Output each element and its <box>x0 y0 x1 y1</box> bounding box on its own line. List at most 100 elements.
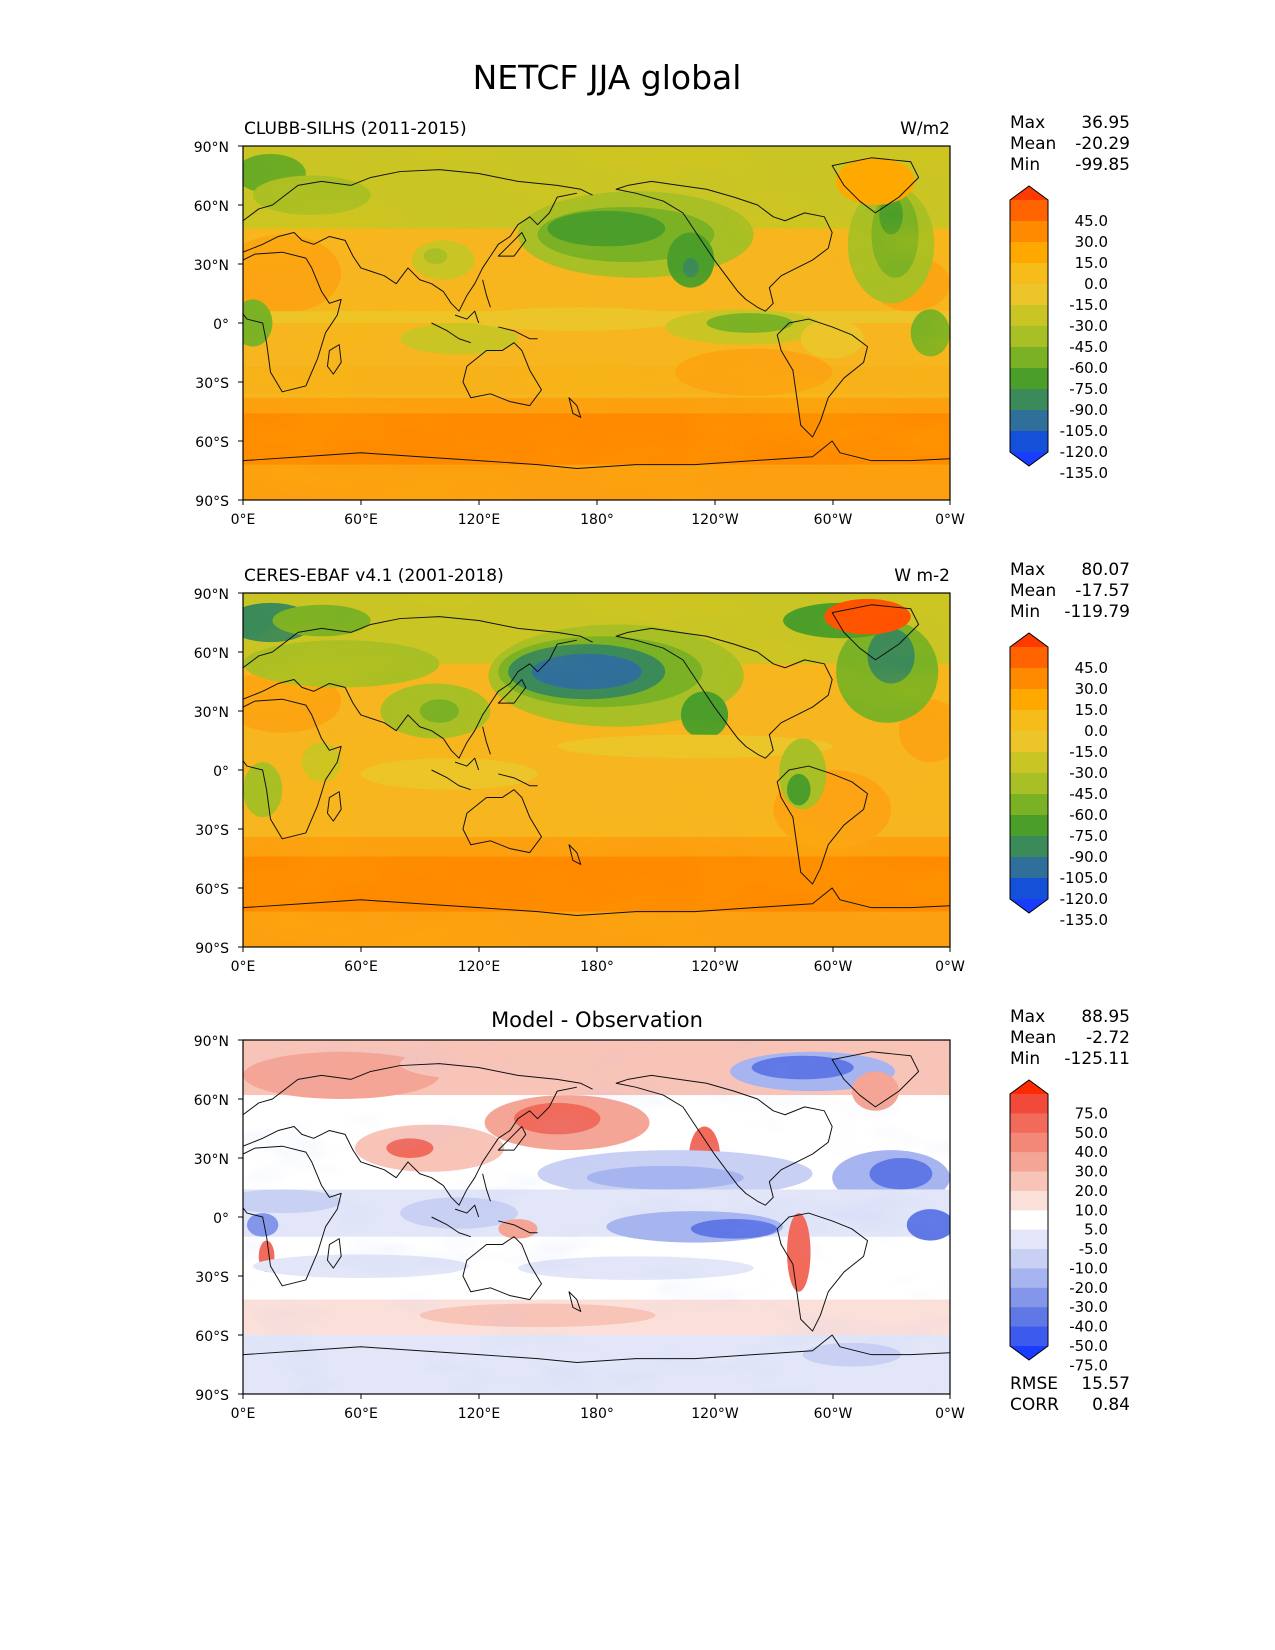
stat-min-value: -119.79 <box>1064 602 1130 622</box>
colorbar-tick-label: 15.0 <box>1075 701 1108 719</box>
colorbar-tick-label: -90.0 <box>1069 401 1108 419</box>
lat-tick: 30°N <box>194 705 229 721</box>
colorbar-tick-label: -10.0 <box>1069 1260 1108 1278</box>
colorbar-tick-label: -30.0 <box>1069 1298 1108 1316</box>
figure-title: NETCF JJA global <box>473 58 742 97</box>
lon-tick: 60°W <box>814 959 853 975</box>
colorbar-tick-label: 30.0 <box>1075 1163 1108 1181</box>
lat-tick: 60°S <box>195 1329 229 1345</box>
colorbar-segment <box>1010 647 1048 669</box>
lon-tick: 120°W <box>691 959 739 975</box>
lat-axis: 90°N 60°N 30°N 0° 30°S 60°S 90°S <box>194 1034 243 1404</box>
stat-max-value: 36.95 <box>1081 113 1130 133</box>
lat-tick: 90°S <box>195 941 229 957</box>
colorbar-tick-label: 75.0 <box>1075 1104 1108 1122</box>
colorbar-tick-label: 5.0 <box>1084 1221 1108 1239</box>
lat-tick: 0° <box>213 317 229 333</box>
colorbar-segment <box>1010 305 1048 327</box>
colorbar-segment <box>1010 1171 1048 1192</box>
colorbar-segment <box>1010 347 1048 369</box>
lon-axis: 0°E 60°E 120°E 180° 120°W 60°W 0°W <box>231 500 965 528</box>
colorbar-segment <box>1010 1132 1048 1153</box>
colorbar-segment <box>1010 368 1048 390</box>
colorbar-tick-label: 45.0 <box>1075 212 1108 230</box>
stat-min-label: Min <box>1010 602 1040 622</box>
colorbar-tick-label: 0.0 <box>1084 722 1108 740</box>
lat-tick: 30°S <box>195 376 229 392</box>
colorbar-segment <box>1010 1113 1048 1134</box>
corr-label: CORR <box>1010 1395 1059 1415</box>
stat-min-label: Min <box>1010 155 1040 175</box>
stat-mean-label: Mean <box>1010 134 1056 154</box>
colorbar-segment <box>1010 1190 1048 1211</box>
colorbar-tick-label: -45.0 <box>1069 785 1108 803</box>
colorbar-segment <box>1010 815 1048 837</box>
lon-tick: 0°W <box>935 512 965 528</box>
colorbar-extend-min <box>1010 899 1048 913</box>
colorbar-segment <box>1010 1229 1048 1250</box>
colorbar-tick-label: -75.0 <box>1069 380 1108 398</box>
lat-tick: 60°N <box>194 1093 229 1109</box>
colorbar-segment <box>1010 389 1048 411</box>
lon-axis: 0°E 60°E 120°E 180° 120°W 60°W 0°W <box>231 947 965 975</box>
colorbar-tick-label: -5.0 <box>1079 1240 1108 1258</box>
colorbar-segment <box>1010 221 1048 243</box>
error-stats: RMSE 15.57 CORR 0.84 <box>1010 1374 1130 1415</box>
stat-min-label: Min <box>1010 1049 1040 1069</box>
colorbar-tick-label: -105.0 <box>1060 422 1108 440</box>
map-field <box>243 1040 950 1394</box>
stat-mean-value: -2.72 <box>1086 1028 1130 1048</box>
colorbar-tick-label: 10.0 <box>1075 1201 1108 1219</box>
colorbar-segment <box>1010 689 1048 711</box>
corr-value: 0.84 <box>1092 1395 1130 1415</box>
lat-tick: 90°N <box>194 140 229 156</box>
colorbar-tick-label: -45.0 <box>1069 338 1108 356</box>
colorbar-segment <box>1010 326 1048 348</box>
colorbar-segment <box>1010 284 1048 306</box>
colorbar-tick-label: -20.0 <box>1069 1279 1108 1297</box>
colorbar-tick-label: -105.0 <box>1060 869 1108 887</box>
lat-axis: 90°N 60°N 30°N 0° 30°S 60°S 90°S <box>194 140 243 510</box>
rmse-label: RMSE <box>1010 1374 1058 1394</box>
lon-tick: 0°W <box>935 959 965 975</box>
colorbar-extend-max <box>1010 186 1048 200</box>
colorbar-tick-label: 50.0 <box>1075 1124 1108 1142</box>
colorbar-tick-label: -75.0 <box>1069 1356 1108 1374</box>
lon-tick: 120°E <box>458 959 501 975</box>
colorbar-extend-max <box>1010 1080 1048 1094</box>
colorbar-outline <box>1009 1079 1049 1361</box>
colorbar-segment <box>1010 731 1048 753</box>
stats-block: Max 88.95 Mean -2.72 Min -125.11 <box>1010 1007 1130 1069</box>
colorbar-tick-label: -135.0 <box>1060 911 1108 929</box>
lon-tick: 180° <box>580 512 614 528</box>
colorbar-segment <box>1010 242 1048 264</box>
panel-left-title: CLUBB-SILHS (2011-2015) <box>244 119 467 139</box>
lon-tick: 0°E <box>231 512 256 528</box>
colorbar-segment <box>1010 878 1048 900</box>
lon-tick: 120°W <box>691 512 739 528</box>
panel-left-title: CERES-EBAF v4.1 (2001-2018) <box>244 566 504 586</box>
panel-clubb-silhs: CLUBB-SILHS (2011-2015) W/m2 <box>194 113 1130 528</box>
lat-tick: 30°S <box>195 1270 229 1286</box>
colorbar-tick-label: -60.0 <box>1069 359 1108 377</box>
stats-block: Max 80.07 Mean -17.57 Min -119.79 <box>1010 560 1130 622</box>
colorbar-outline <box>1009 185 1049 467</box>
panel-units: W/m2 <box>900 119 950 139</box>
colorbar-segment <box>1010 431 1048 453</box>
colorbar-tick-label: 45.0 <box>1075 659 1108 677</box>
stats-block: Max 36.95 Mean -20.29 Min -99.85 <box>1010 113 1130 175</box>
lat-tick: 60°N <box>194 199 229 215</box>
colorbar-tick-label: -75.0 <box>1069 827 1108 845</box>
colorbar-segment <box>1010 1268 1048 1289</box>
colorbar-tick-label: 40.0 <box>1075 1143 1108 1161</box>
lon-tick: 60°W <box>814 512 853 528</box>
lon-tick: 0°W <box>935 1406 965 1422</box>
colorbar-segment <box>1010 1152 1048 1172</box>
lat-tick: 30°N <box>194 1152 229 1168</box>
lat-tick: 0° <box>213 764 229 780</box>
lat-tick: 90°N <box>194 1034 229 1050</box>
colorbar-segment <box>1010 668 1048 690</box>
colorbar-segment <box>1010 773 1048 795</box>
colorbar-segment <box>1010 1287 1048 1308</box>
